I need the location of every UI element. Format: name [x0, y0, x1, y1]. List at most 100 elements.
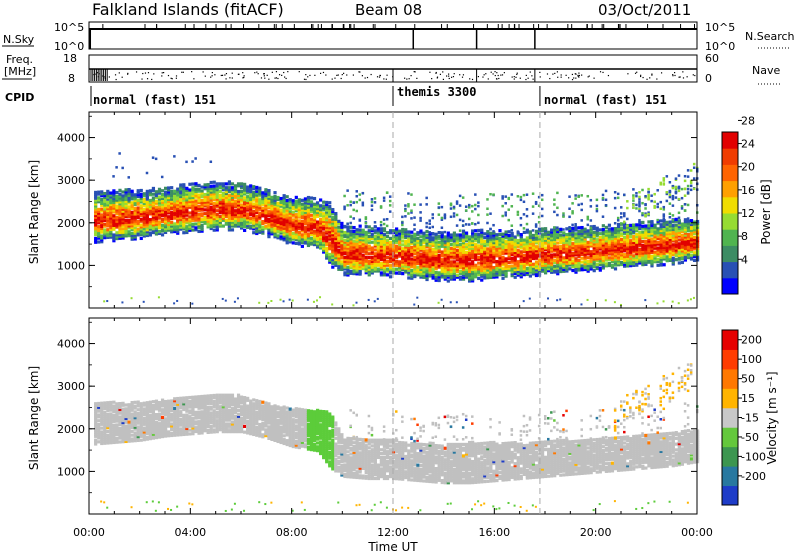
- power-cell: [401, 224, 404, 227]
- power-cell: [170, 221, 173, 224]
- power-cell: [559, 245, 562, 248]
- power-cell: [352, 201, 355, 204]
- power-cell: [626, 218, 629, 221]
- power-cell: [389, 200, 392, 203]
- nave-point: [627, 73, 628, 74]
- power-cell: [577, 259, 580, 262]
- power-cell: [441, 206, 444, 209]
- power-cell: [669, 196, 672, 199]
- nave-point: [299, 71, 300, 72]
- nave-tick-bottom: 0: [705, 72, 712, 85]
- power-cell: [301, 199, 304, 202]
- power-cell: [571, 224, 574, 227]
- power-cell: [219, 182, 222, 185]
- power-cell: [216, 209, 219, 212]
- power-cell: [559, 228, 562, 231]
- power-cell: [556, 192, 559, 195]
- power-cell: [644, 224, 647, 227]
- power-cell: [565, 233, 568, 236]
- nave-point: [680, 76, 681, 77]
- power-cell: [249, 225, 252, 228]
- power-cell: [197, 230, 200, 233]
- power-cell: [410, 257, 413, 260]
- power-cell: [644, 195, 647, 198]
- power-cell: [663, 177, 666, 180]
- power-cell: [666, 221, 669, 224]
- power-cell: [97, 208, 100, 211]
- power-cell: [100, 208, 103, 211]
- power-cell: [425, 249, 428, 252]
- power-cell: [349, 230, 352, 233]
- power-cell: [626, 224, 629, 227]
- power-cell: [486, 222, 489, 225]
- power-cell: [386, 260, 389, 263]
- power-cell: [386, 256, 389, 259]
- power-cell: [617, 217, 620, 220]
- power-cell: [456, 249, 459, 252]
- power-cell: [550, 229, 553, 232]
- power-cell: [590, 199, 593, 202]
- power-cell: [459, 276, 462, 279]
- power-cell: [678, 190, 681, 193]
- power-cell: [596, 199, 599, 202]
- power-cell: [164, 191, 167, 194]
- power-cell: [562, 228, 565, 231]
- power-cell: [638, 221, 641, 224]
- power-cell: [523, 227, 526, 230]
- power-cell: [547, 231, 550, 234]
- power-cell: [349, 270, 352, 273]
- nave-point: [314, 75, 315, 76]
- power-cell: [128, 205, 131, 208]
- power-cell: [620, 232, 623, 235]
- power-cell: [474, 243, 477, 246]
- power-cell: [365, 231, 368, 234]
- nave-point: [640, 75, 641, 76]
- power-cell: [194, 226, 197, 229]
- power-cell: [97, 225, 100, 228]
- power-cell: [173, 302, 175, 304]
- power-cell: [386, 218, 389, 221]
- nave-point: [515, 77, 516, 78]
- power-cell: [386, 225, 389, 228]
- power-cell: [389, 229, 392, 232]
- power-cell: [237, 190, 240, 193]
- power-cell: [304, 197, 307, 200]
- power-cell: [650, 221, 653, 224]
- power-cell: [121, 301, 123, 303]
- power-cell: [383, 218, 386, 221]
- power-cell: [641, 240, 644, 243]
- power-cell: [444, 235, 447, 238]
- nave-point: [221, 75, 222, 76]
- power-cell: [322, 231, 325, 234]
- nsky-trace: [89, 24, 697, 49]
- power-cell: [617, 219, 620, 222]
- power-cell: [374, 221, 377, 224]
- power-cell: [438, 206, 441, 209]
- nave-label: Nave: [752, 64, 780, 77]
- power-cell: [365, 216, 368, 219]
- power-cell: [614, 267, 617, 270]
- nave-point: [332, 78, 333, 79]
- power-cell: [435, 233, 438, 236]
- power-cell: [176, 300, 178, 302]
- power-cell: [577, 204, 580, 207]
- power-cell: [568, 195, 571, 198]
- nave-point: [242, 77, 243, 78]
- nave-point: [264, 75, 265, 76]
- power-cell: [614, 222, 617, 225]
- power-cell: [553, 259, 556, 262]
- power-cell: [544, 246, 547, 249]
- power-cell: [380, 206, 383, 209]
- power-cell: [264, 188, 267, 191]
- power-cell: [462, 230, 465, 233]
- nave-point: [575, 73, 576, 74]
- nave-point: [172, 78, 173, 79]
- power-cell: [535, 230, 538, 233]
- power-cell: [343, 239, 346, 242]
- power-cell: [501, 233, 504, 236]
- power-cell: [252, 202, 255, 205]
- nave-point: [276, 71, 277, 72]
- power-cell: [435, 271, 438, 274]
- power-cell: [331, 303, 333, 305]
- power-cell: [419, 217, 422, 220]
